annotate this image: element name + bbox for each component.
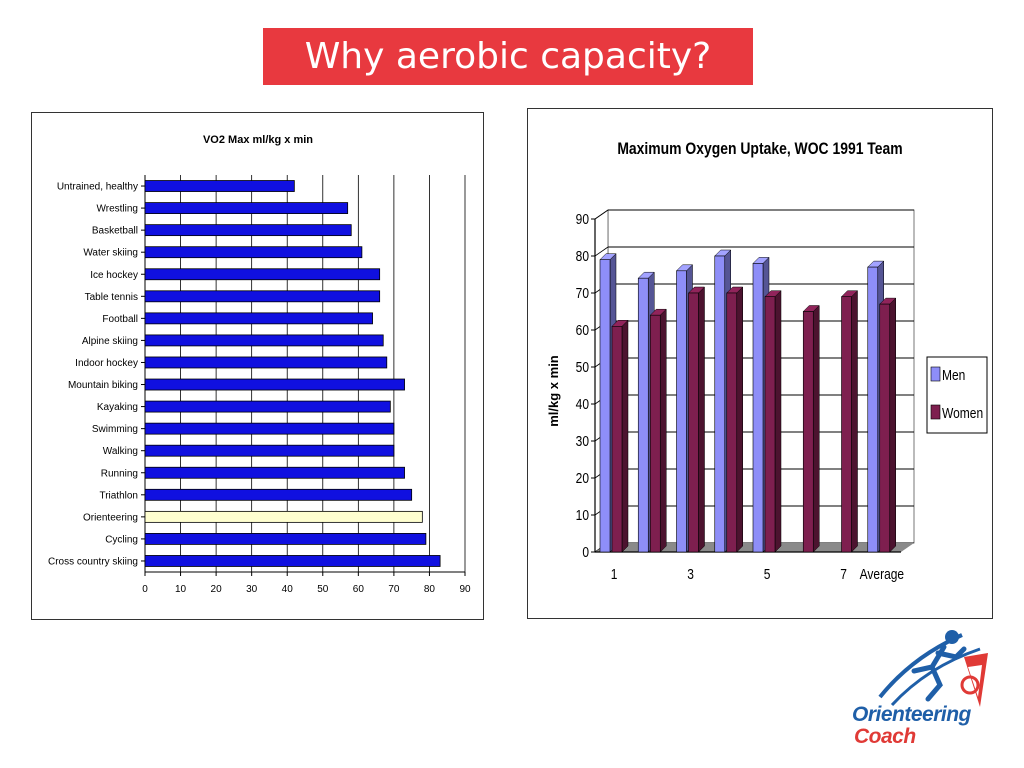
y-tick-label: Alpine skiing: [82, 336, 138, 347]
logo-text-orienteering: Orienteering: [852, 703, 971, 726]
y-tick-label: Triathlon: [99, 490, 138, 501]
bar: [144, 268, 381, 281]
x-tick-label: 90: [459, 584, 471, 595]
y-tick-label: 70: [576, 285, 590, 302]
vo2max-sports-svg: VO2 Max ml/kg x min 0 10 20 30 40 50 60 70 80 90 Un…: [48, 134, 471, 595]
legend-swatch-women: [930, 404, 941, 420]
y-tick-label: Swimming: [92, 424, 138, 435]
x-tick-label: 7: [840, 566, 847, 583]
bar: [144, 180, 295, 192]
bar: [144, 533, 427, 545]
x-tick-label: 1: [611, 566, 618, 583]
x-tick-label: 10: [175, 584, 187, 595]
woc-1991-svg: Maximum Oxygen Uptake, WOC 1991 Team 0 10 2…: [546, 140, 988, 583]
y-tick-label: 10: [576, 507, 590, 524]
y-tick-label: 50: [576, 359, 590, 376]
logo-text-coach: Coach: [854, 725, 916, 748]
y-tick-label: Cross country skiing: [48, 556, 138, 567]
x-tick-label: 40: [282, 584, 294, 595]
y-tick-label: Kayaking: [97, 402, 138, 413]
legend-swatch-men: [930, 366, 941, 382]
y-tick-label: Untrained, healthy: [57, 182, 138, 193]
y-tick-label: 0: [582, 544, 589, 561]
bar-women: [687, 286, 706, 553]
woc-1991-chart: Maximum Oxygen Uptake, WOC 1991 Team 0 10 2…: [527, 108, 993, 619]
x-tick-label: 5: [764, 566, 771, 583]
bar-women: [764, 290, 782, 553]
gridline-side: [594, 246, 609, 257]
x-tick-label: 0: [142, 584, 148, 595]
y-tick-label: Indoor hockey: [75, 358, 138, 369]
bar-women: [879, 297, 897, 553]
y-axis-title: ml/kg x min: [546, 355, 561, 427]
y-tick-label: 60: [576, 322, 590, 339]
y-tick-label: Mountain biking: [68, 380, 138, 391]
x-tick-label: 70: [388, 584, 400, 595]
x-tick-label: Average: [860, 566, 904, 583]
bar: [144, 246, 363, 259]
bar: [144, 334, 384, 347]
y-tick-label: Water skiing: [83, 248, 138, 259]
bar-women: [802, 304, 820, 553]
x-tick-label: 20: [211, 584, 223, 595]
chart-title: VO2 Max ml/kg x min: [203, 134, 313, 146]
bar-women: [840, 290, 859, 553]
bar: [144, 466, 405, 479]
chart-title: Maximum Oxygen Uptake, WOC 1991 Team: [617, 140, 902, 159]
bar-women: [726, 286, 744, 553]
y-tick-label: Football: [102, 314, 138, 325]
y-tick-label: Orienteering: [83, 512, 138, 523]
bar: [144, 444, 395, 457]
bar: [144, 312, 373, 325]
y-tick-label: Ice hockey: [90, 270, 138, 281]
bar: [144, 224, 352, 237]
x-tick-label: 50: [317, 584, 329, 595]
bar: [144, 378, 405, 391]
runner-icon: [878, 630, 988, 707]
slide-title: Why aerobic capacity?: [263, 28, 753, 85]
bar: [144, 400, 391, 413]
x-tick-label: 80: [424, 584, 436, 595]
bar: [144, 202, 349, 214]
orienteering-coach-logo: Orienteering Coach: [852, 627, 992, 752]
y-tick-label: Cycling: [105, 534, 138, 545]
y-tick-label: 20: [576, 470, 590, 487]
bar: [144, 555, 441, 567]
x-tick-label: 3: [687, 566, 694, 583]
bar: [144, 356, 388, 369]
y-tick-label: 30: [576, 433, 590, 450]
x-tick-label: 30: [246, 584, 258, 595]
bar: [144, 290, 381, 303]
y-tick-label: 80: [576, 248, 590, 265]
bar-women: [611, 319, 629, 553]
y-tick-label: Running: [101, 468, 138, 479]
y-tick-label: Wrestling: [97, 204, 139, 215]
bar-women: [649, 308, 667, 553]
bar: [144, 488, 413, 501]
legend-label-women: Women: [942, 405, 983, 422]
bar: [144, 422, 395, 435]
y-tick-label: 40: [576, 396, 590, 413]
y-tick-label: Table tennis: [85, 292, 138, 303]
bar-highlighted: [144, 510, 423, 523]
y-tick-label: 90: [576, 211, 590, 228]
y-tick-label: Basketball: [92, 226, 138, 237]
y-tick-label: Walking: [103, 446, 138, 457]
gridline-side: [594, 209, 609, 220]
vo2max-sports-chart: VO2 Max ml/kg x min 0 10 20 30 40 50 60 70 80 90 Un…: [31, 112, 484, 620]
x-tick-label: 60: [353, 584, 365, 595]
legend-label-men: Men: [942, 367, 965, 384]
